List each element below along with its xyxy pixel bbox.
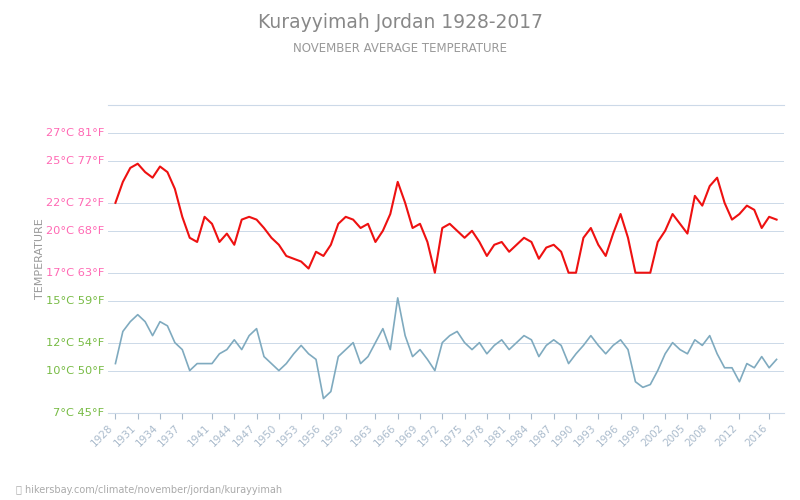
Text: 25°C 77°F: 25°C 77°F [46,156,105,166]
Text: 17°C 63°F: 17°C 63°F [46,268,105,278]
Text: 10°C 50°F: 10°C 50°F [46,366,105,376]
Text: 22°C 72°F: 22°C 72°F [46,198,105,208]
Text: Kurayyimah Jordan 1928-2017: Kurayyimah Jordan 1928-2017 [258,12,542,32]
Text: 20°C 68°F: 20°C 68°F [46,226,105,236]
Text: 📍 hikersbay.com/climate/november/jordan/kurayyimah: 📍 hikersbay.com/climate/november/jordan/… [16,485,282,495]
Text: 12°C 54°F: 12°C 54°F [46,338,105,347]
Text: 15°C 59°F: 15°C 59°F [46,296,105,306]
Text: 7°C 45°F: 7°C 45°F [54,408,105,418]
Text: TEMPERATURE: TEMPERATURE [35,218,46,299]
Text: 27°C 81°F: 27°C 81°F [46,128,105,138]
Text: NOVEMBER AVERAGE TEMPERATURE: NOVEMBER AVERAGE TEMPERATURE [293,42,507,56]
